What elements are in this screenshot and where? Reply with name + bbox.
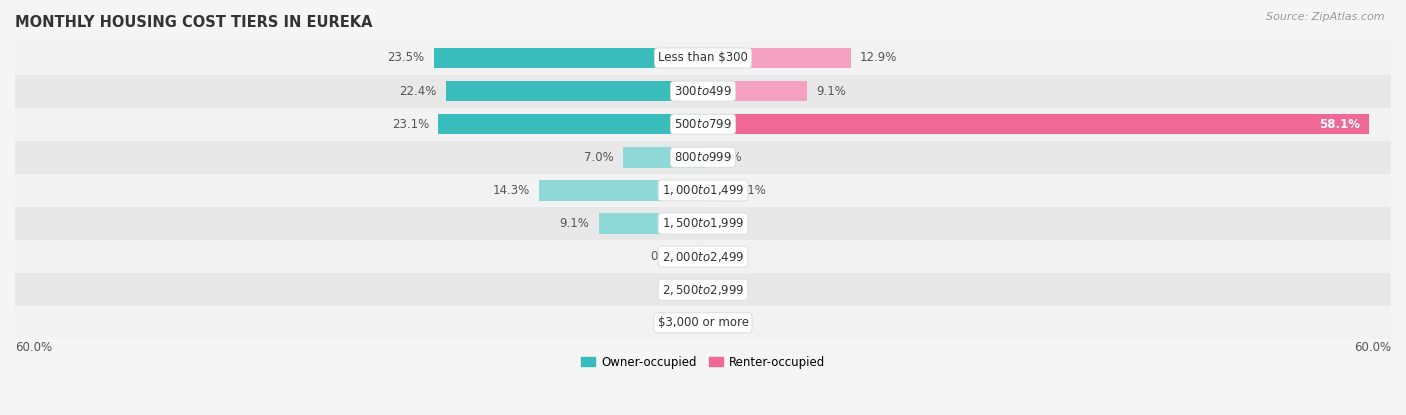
FancyBboxPatch shape xyxy=(15,174,1391,207)
Text: $1,500 to $1,999: $1,500 to $1,999 xyxy=(662,217,744,230)
Legend: Owner-occupied, Renter-occupied: Owner-occupied, Renter-occupied xyxy=(576,351,830,374)
Text: $2,000 to $2,499: $2,000 to $2,499 xyxy=(662,249,744,264)
Text: 0.0%: 0.0% xyxy=(713,316,742,329)
Bar xyxy=(433,48,703,68)
Text: 7.0%: 7.0% xyxy=(583,151,613,164)
Text: 0.0%: 0.0% xyxy=(713,151,742,164)
Bar xyxy=(703,114,1369,134)
Text: 9.1%: 9.1% xyxy=(817,85,846,98)
Text: $1,000 to $1,499: $1,000 to $1,499 xyxy=(662,183,744,198)
Text: 0.57%: 0.57% xyxy=(650,250,688,263)
Text: 0.0%: 0.0% xyxy=(713,217,742,230)
Text: 14.3%: 14.3% xyxy=(492,184,530,197)
Text: 0.0%: 0.0% xyxy=(713,283,742,296)
Text: 23.1%: 23.1% xyxy=(392,118,429,131)
FancyBboxPatch shape xyxy=(15,141,1391,174)
Bar xyxy=(439,114,703,134)
Bar xyxy=(696,247,703,267)
Text: 23.5%: 23.5% xyxy=(387,51,425,64)
Text: 0.0%: 0.0% xyxy=(713,250,742,263)
Text: $3,000 or more: $3,000 or more xyxy=(658,316,748,329)
Text: 2.1%: 2.1% xyxy=(737,184,766,197)
FancyBboxPatch shape xyxy=(15,207,1391,240)
FancyBboxPatch shape xyxy=(15,75,1391,107)
FancyBboxPatch shape xyxy=(15,107,1391,141)
Text: MONTHLY HOUSING COST TIERS IN EUREKA: MONTHLY HOUSING COST TIERS IN EUREKA xyxy=(15,15,373,30)
Text: Less than $300: Less than $300 xyxy=(658,51,748,64)
FancyBboxPatch shape xyxy=(15,240,1391,273)
Text: 0.0%: 0.0% xyxy=(664,316,693,329)
Text: 22.4%: 22.4% xyxy=(399,85,437,98)
Bar xyxy=(538,180,703,200)
Text: $800 to $999: $800 to $999 xyxy=(673,151,733,164)
Text: 58.1%: 58.1% xyxy=(1319,118,1360,131)
Bar xyxy=(703,180,727,200)
Bar xyxy=(703,81,807,101)
Text: Source: ZipAtlas.com: Source: ZipAtlas.com xyxy=(1267,12,1385,22)
Bar xyxy=(623,147,703,168)
FancyBboxPatch shape xyxy=(15,273,1391,306)
Bar xyxy=(446,81,703,101)
Text: 60.0%: 60.0% xyxy=(1354,341,1391,354)
FancyBboxPatch shape xyxy=(15,42,1391,75)
Bar xyxy=(703,48,851,68)
Bar xyxy=(599,213,703,234)
Text: $500 to $799: $500 to $799 xyxy=(673,118,733,131)
Text: 9.1%: 9.1% xyxy=(560,217,589,230)
Text: $2,500 to $2,999: $2,500 to $2,999 xyxy=(662,283,744,297)
Text: $300 to $499: $300 to $499 xyxy=(673,85,733,98)
Text: 60.0%: 60.0% xyxy=(15,341,52,354)
Text: 12.9%: 12.9% xyxy=(860,51,897,64)
FancyBboxPatch shape xyxy=(15,306,1391,339)
Text: 0.0%: 0.0% xyxy=(664,283,693,296)
